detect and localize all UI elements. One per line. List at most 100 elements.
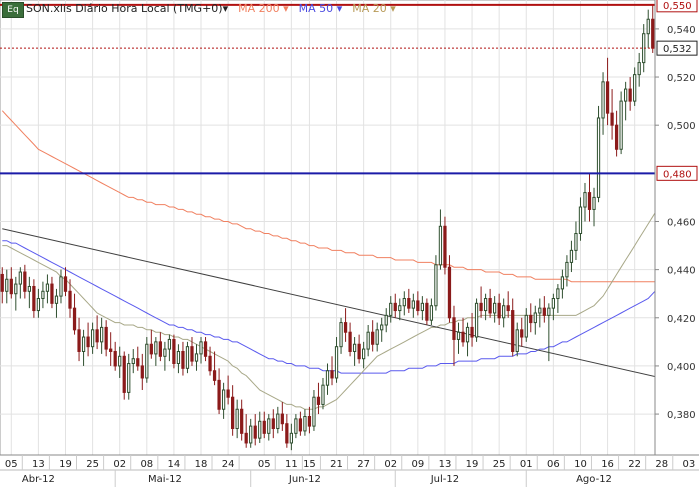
candle-body (393, 302, 397, 312)
symbol-dropdown-icon[interactable]: ▾ (222, 2, 229, 15)
grid (0, 0, 690, 456)
candle-body (41, 290, 45, 300)
price-axis: 0,380 0,400 0,420 0,440 0,460 0,500 0,520 0,540… (654, 0, 699, 455)
price-tick-label: 0,420 (667, 314, 696, 325)
candle (429, 298, 434, 325)
day-label: 11 (285, 459, 298, 470)
candle-body (465, 326, 470, 343)
candle (646, 9, 650, 49)
horizontal-lines[interactable] (0, 3, 655, 175)
candle-body (520, 329, 524, 338)
day-label: 22 (628, 459, 641, 470)
candle-body (231, 396, 235, 430)
ma20-dropdown-icon[interactable]: ▾ (390, 2, 396, 15)
day-label: 16 (601, 459, 614, 470)
candle-body (181, 350, 185, 369)
candle (289, 423, 293, 451)
candle (547, 303, 551, 362)
candle (474, 298, 479, 342)
candle (434, 255, 438, 311)
candle-body (50, 283, 54, 304)
candle (497, 293, 501, 325)
candle (298, 411, 303, 436)
candle (624, 81, 628, 121)
candle-body (212, 370, 217, 381)
candle-body (452, 317, 456, 340)
candle (483, 293, 488, 321)
month-label: Ago-12 (576, 474, 612, 485)
candle-body (217, 379, 221, 410)
price-tick-label: 0,400 (667, 362, 696, 373)
candle-body (551, 298, 555, 309)
candle-body (145, 343, 149, 379)
candle (90, 322, 95, 354)
trendline-layer (2, 228, 699, 388)
ma20-label-text: MA 20 (352, 2, 387, 15)
price-tick-label: 0,520 (667, 73, 696, 84)
candle-body (583, 192, 587, 208)
candle-body (240, 408, 244, 434)
chart-header: SON.xlis Diário Hora Local (TMG+0)▾ MA 2… (26, 2, 396, 16)
day-label: 25 (86, 459, 99, 470)
ma200-dropdown-icon[interactable]: ▾ (283, 2, 289, 15)
day-label: 08 (140, 459, 153, 470)
candle-body (244, 432, 248, 444)
candle (18, 267, 22, 299)
month-label: Jun-12 (288, 474, 321, 485)
ma50-label[interactable]: MA 50 ▾ (299, 2, 343, 16)
candle (398, 298, 402, 321)
candle (493, 296, 497, 323)
candle-body (280, 413, 284, 425)
candle (520, 317, 524, 347)
ma20-label[interactable]: MA 20 ▾ (352, 2, 396, 16)
candle (425, 298, 429, 325)
candle (583, 182, 587, 222)
ma50-dropdown-icon[interactable]: ▾ (336, 2, 343, 15)
day-label: 05 (258, 459, 271, 470)
candle-body (542, 307, 546, 316)
candle (167, 334, 172, 362)
candle-body (343, 322, 348, 333)
candle (262, 411, 266, 439)
candle (240, 399, 244, 441)
candle-body (176, 350, 181, 365)
trendline (2, 228, 699, 388)
day-label: 10 (574, 459, 587, 470)
candle (59, 269, 63, 304)
candle (511, 298, 515, 357)
symbol-label[interactable]: SON.xlis Diário Hora Local (TMG+0)▾ (26, 2, 228, 16)
time-axis: 05 13 19 25 02 08 14 18 24 05 11 15 21 27 02 09 13 19 25 01… (0, 454, 699, 487)
candle (619, 91, 623, 155)
ma200-line (1, 110, 699, 283)
candle-body (456, 331, 461, 340)
candle-body (172, 338, 176, 365)
candle-body (483, 298, 488, 312)
candle (479, 286, 483, 318)
candle (212, 351, 217, 386)
candle (136, 346, 140, 371)
candle (407, 288, 411, 313)
candle (303, 409, 307, 436)
candle (560, 269, 565, 299)
candle (556, 284, 560, 313)
candle (36, 288, 41, 318)
equity-icon[interactable]: Eq (2, 2, 24, 18)
candle-body (90, 329, 95, 348)
candle (357, 334, 361, 364)
candle-body (294, 418, 298, 434)
ma200-label[interactable]: MA 200 ▾ (238, 2, 289, 16)
candle (465, 322, 470, 357)
candle-body (529, 314, 533, 324)
ma50-label-text: MA 50 (298, 2, 334, 15)
candle-body (578, 206, 583, 235)
candle-body (81, 336, 86, 352)
candle (140, 353, 144, 390)
candle-body (569, 249, 574, 263)
candle (592, 187, 596, 227)
support-label: 0,480 (663, 169, 692, 180)
candle-body (100, 326, 104, 343)
candle (614, 110, 619, 157)
candle (271, 409, 275, 439)
candle (231, 385, 235, 436)
